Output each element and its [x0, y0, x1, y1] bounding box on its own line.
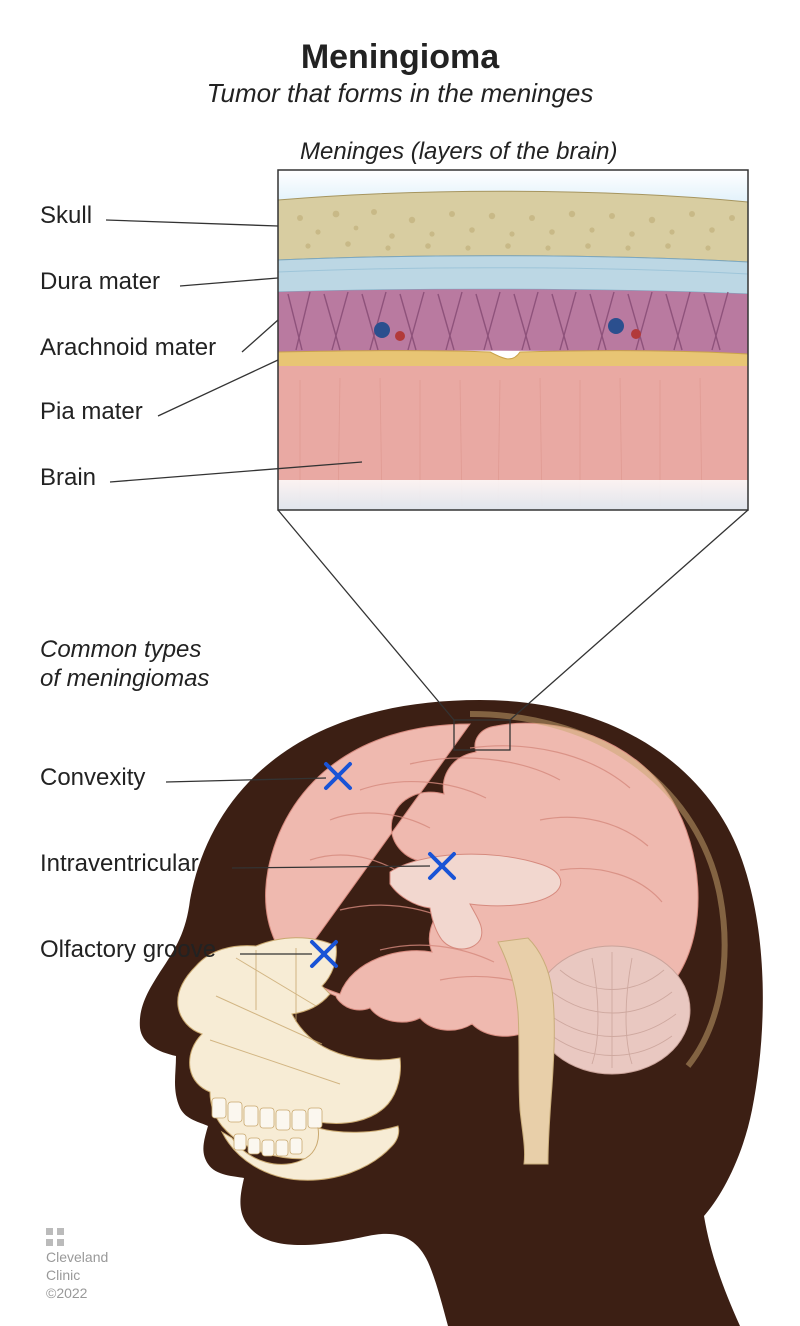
credit-org: Cleveland [46, 1249, 108, 1265]
credit-org2: Clinic [46, 1267, 80, 1283]
label-pia: Pia mater [40, 398, 143, 426]
label-dura: Dura mater [40, 268, 160, 296]
cerebellum [534, 946, 690, 1074]
types-heading-l2: of meningiomas [40, 665, 209, 692]
label-skull: Skull [40, 202, 92, 230]
label-brain: Brain [40, 464, 96, 492]
types-heading-l1: Common types [40, 636, 201, 663]
page-title: Meningioma [0, 38, 800, 77]
credit-block: Cleveland Clinic ©2022 [46, 1228, 108, 1303]
label-intraventricular: Intraventricular [40, 850, 199, 878]
label-olfactory: Olfactory groove [40, 936, 216, 964]
page-subtitle: Tumor that forms in the meninges [0, 78, 800, 109]
inset-panel [278, 170, 748, 512]
callout-lines [278, 510, 748, 720]
label-arachnoid: Arachnoid mater [40, 334, 216, 362]
types-heading: Common types of meningiomas [40, 636, 209, 694]
credit-year: ©2022 [46, 1285, 87, 1301]
inset-title: Meninges (layers of the brain) [300, 138, 617, 166]
head-group [140, 700, 763, 1326]
label-convexity: Convexity [40, 764, 145, 792]
credit-logo-icon [46, 1228, 64, 1246]
